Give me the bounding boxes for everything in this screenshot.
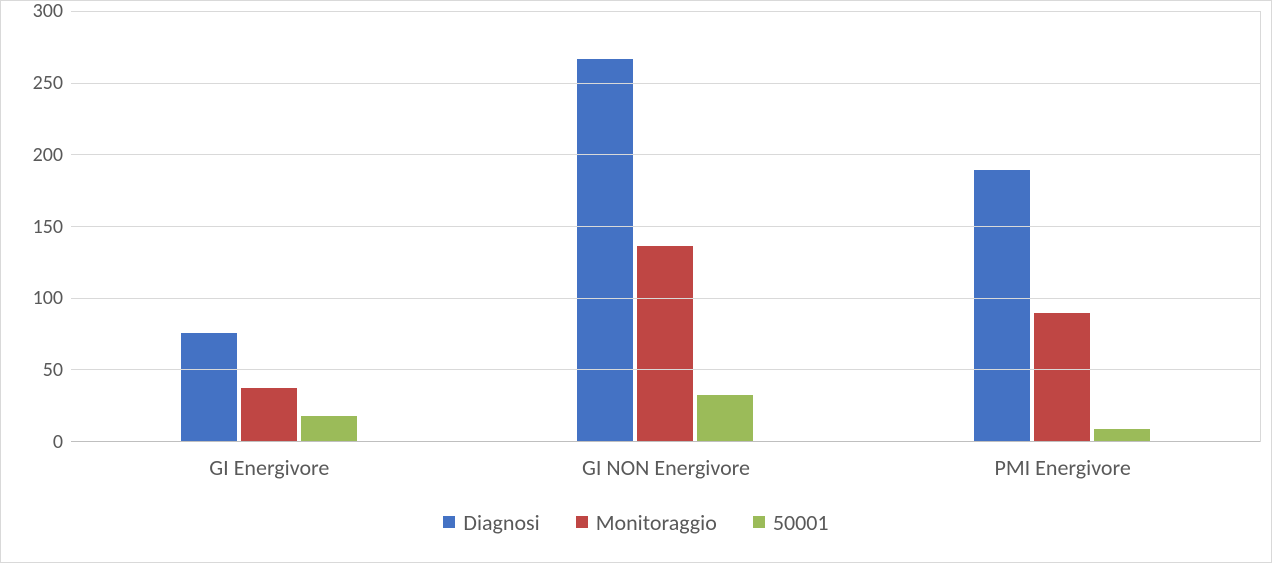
- plot-wrap: 050100150200250300 GI EnergivoreGI NON E…: [11, 11, 1261, 486]
- y-axis: 050100150200250300: [11, 11, 71, 442]
- legend-item: 50001: [753, 509, 829, 536]
- y-tick-label: 0: [53, 430, 63, 454]
- chart-container: 0 50 100 150 200 250 300 GI EnergivoreGI NON E…: [0, 0, 1272, 563]
- legend-swatch: [576, 516, 588, 528]
- legend-item: Monitoraggio: [576, 509, 717, 536]
- legend: Diagnosi Monitoraggio 50001: [11, 492, 1261, 552]
- y-tick-label: 100: [33, 286, 63, 310]
- x-axis-label: GI NON Energivore: [468, 442, 865, 486]
- bar: [974, 170, 1030, 442]
- bars: [71, 12, 467, 442]
- legend-label: Diagnosi: [463, 509, 539, 536]
- bar: [301, 416, 357, 442]
- x-axis-label: PMI Energivore: [864, 442, 1261, 486]
- y-tick-label: 200: [33, 143, 63, 167]
- bar-group: [864, 12, 1260, 442]
- legend-label: 50001: [773, 509, 829, 536]
- gridline: [71, 83, 1260, 84]
- baseline: [71, 441, 1260, 442]
- gridline: [71, 298, 1260, 299]
- bar: [241, 388, 297, 442]
- plot-area: [71, 11, 1261, 442]
- gridline: [71, 226, 1260, 227]
- legend-swatch: [443, 516, 455, 528]
- y-tick-label: 250: [33, 71, 63, 95]
- bar: [697, 395, 753, 442]
- y-tick-label: 50: [43, 358, 63, 382]
- bar: [1034, 313, 1090, 442]
- legend-item: Diagnosi: [443, 509, 539, 536]
- gridline: [71, 369, 1260, 370]
- x-axis: GI EnergivoreGI NON EnergivorePMI Energi…: [71, 442, 1261, 486]
- legend-swatch: [753, 516, 765, 528]
- y-tick-label: 300: [33, 0, 63, 23]
- bars: [467, 12, 863, 442]
- bar-group: [71, 12, 467, 442]
- bar-group: [467, 12, 863, 442]
- plot: 050100150200250300: [11, 11, 1261, 442]
- bar: [637, 246, 693, 442]
- x-axis-label: GI Energivore: [71, 442, 468, 486]
- bar: [181, 333, 237, 442]
- legend-label: Monitoraggio: [596, 509, 717, 536]
- bars: [864, 12, 1260, 442]
- y-tick-label: 150: [33, 215, 63, 239]
- bar-groups: [71, 12, 1260, 442]
- bar: [577, 59, 633, 442]
- gridline: [71, 11, 1260, 12]
- gridline: [71, 154, 1260, 155]
